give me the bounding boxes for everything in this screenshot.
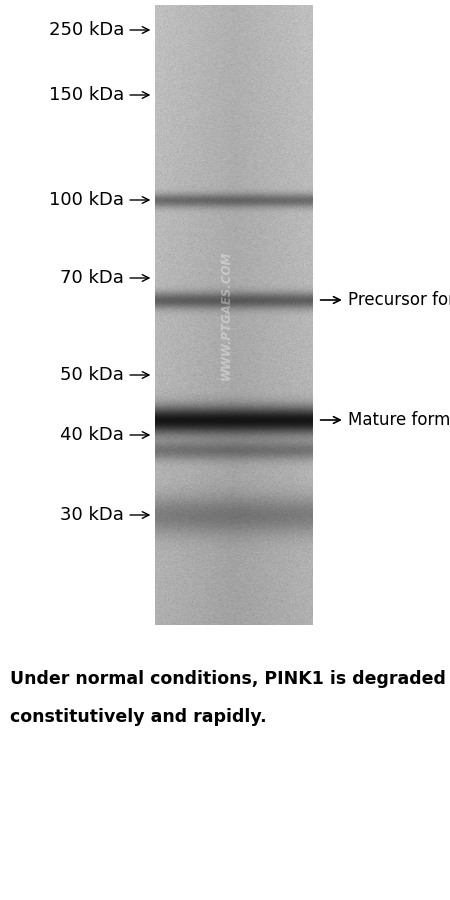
Text: 100 kDa: 100 kDa [49, 191, 124, 209]
Text: constitutively and rapidly.: constitutively and rapidly. [10, 708, 266, 726]
Text: 30 kDa: 30 kDa [60, 506, 124, 524]
Text: Under normal conditions, PINK1 is degraded: Under normal conditions, PINK1 is degrad… [10, 670, 446, 688]
Text: 50 kDa: 50 kDa [60, 366, 124, 384]
Text: 150 kDa: 150 kDa [49, 86, 124, 104]
Text: WWW.PTGAES.COM: WWW.PTGAES.COM [220, 250, 233, 380]
Text: 70 kDa: 70 kDa [60, 269, 124, 287]
Text: Mature form: Mature form [348, 411, 450, 429]
Text: 40 kDa: 40 kDa [60, 426, 124, 444]
Text: Precursor form: Precursor form [348, 291, 450, 309]
Text: 250 kDa: 250 kDa [49, 21, 124, 39]
